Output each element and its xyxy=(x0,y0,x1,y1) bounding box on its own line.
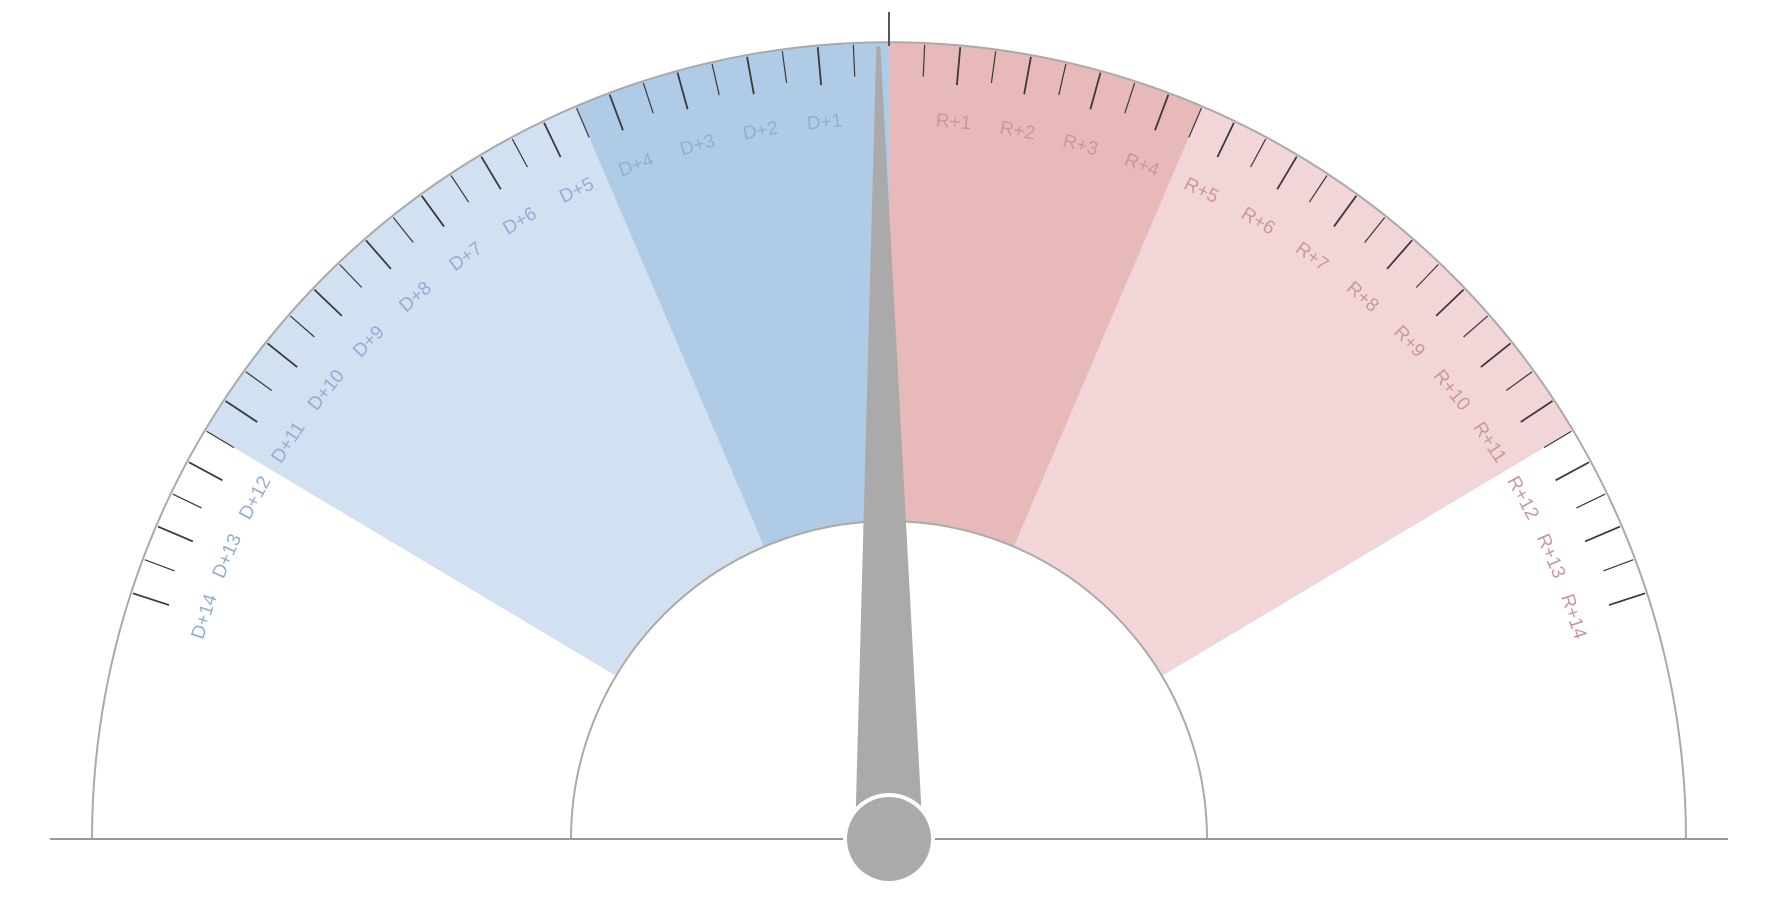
band-dem-outer xyxy=(204,106,765,676)
minor-tick xyxy=(1576,493,1606,509)
minor-tick xyxy=(289,315,315,338)
minor-tick xyxy=(852,44,856,77)
minor-tick xyxy=(450,175,470,203)
major-tick xyxy=(1480,342,1512,368)
minor-tick xyxy=(575,107,590,138)
minor-tick xyxy=(1463,315,1489,338)
minor-tick xyxy=(392,217,414,243)
needle-layer xyxy=(843,46,935,885)
minor-tick xyxy=(642,82,654,114)
tick-label: D+13 xyxy=(209,531,246,582)
major-tick xyxy=(1584,525,1621,543)
major-tick xyxy=(365,239,392,270)
tick-label: D+1 xyxy=(806,110,843,134)
tick-label: R+13 xyxy=(1532,531,1569,582)
major-tick xyxy=(746,56,755,95)
band-rep-outer xyxy=(1013,106,1574,676)
tick-layer xyxy=(132,44,1646,606)
major-tick xyxy=(1154,94,1170,131)
tick-label: D+12 xyxy=(235,473,275,523)
minor-tick xyxy=(1308,175,1328,203)
major-tick xyxy=(1386,239,1413,270)
major-tick xyxy=(266,342,298,368)
minor-tick xyxy=(1603,559,1634,572)
minor-tick xyxy=(245,371,273,392)
tick-label: D+14 xyxy=(188,591,222,642)
band-layer xyxy=(204,42,1574,676)
major-tick xyxy=(1216,122,1235,158)
major-tick xyxy=(955,47,962,86)
minor-tick xyxy=(144,559,175,572)
band-rep-inner xyxy=(889,42,1203,547)
major-tick xyxy=(816,47,823,86)
band-dem-inner xyxy=(575,42,889,547)
minor-tick xyxy=(206,430,235,449)
major-tick xyxy=(420,195,445,228)
major-tick xyxy=(1333,195,1358,228)
major-tick xyxy=(188,461,223,482)
major-tick xyxy=(676,72,689,110)
minor-tick xyxy=(1543,430,1572,449)
tick-label: R+1 xyxy=(935,110,972,134)
minor-tick xyxy=(1124,82,1136,114)
minor-tick xyxy=(781,51,788,83)
major-tick xyxy=(480,156,502,190)
major-tick xyxy=(1520,400,1553,423)
minor-tick xyxy=(1505,371,1533,392)
major-tick xyxy=(1276,156,1298,190)
major-tick xyxy=(157,525,194,543)
major-tick xyxy=(313,288,343,317)
minor-tick xyxy=(1415,263,1439,288)
minor-tick xyxy=(990,51,997,83)
minor-tick xyxy=(711,63,720,96)
minor-tick xyxy=(511,138,528,168)
major-tick xyxy=(1555,461,1590,482)
minor-tick xyxy=(1058,63,1067,96)
minor-tick xyxy=(1250,138,1267,168)
minor-tick xyxy=(1364,217,1386,243)
minor-tick xyxy=(922,44,926,77)
major-tick xyxy=(1023,56,1032,95)
major-tick xyxy=(608,94,624,131)
minor-tick xyxy=(1188,107,1203,138)
major-tick xyxy=(1089,72,1102,110)
needle-hub xyxy=(847,797,931,881)
minor-tick xyxy=(339,263,363,288)
major-tick xyxy=(225,400,258,423)
minor-tick xyxy=(172,493,202,509)
needle xyxy=(855,46,923,840)
tick-label: R+14 xyxy=(1556,592,1590,643)
major-tick xyxy=(132,592,170,606)
major-tick xyxy=(1435,288,1465,317)
major-tick xyxy=(543,122,562,158)
major-tick xyxy=(1608,592,1646,606)
tick-label: R+12 xyxy=(1502,473,1542,523)
